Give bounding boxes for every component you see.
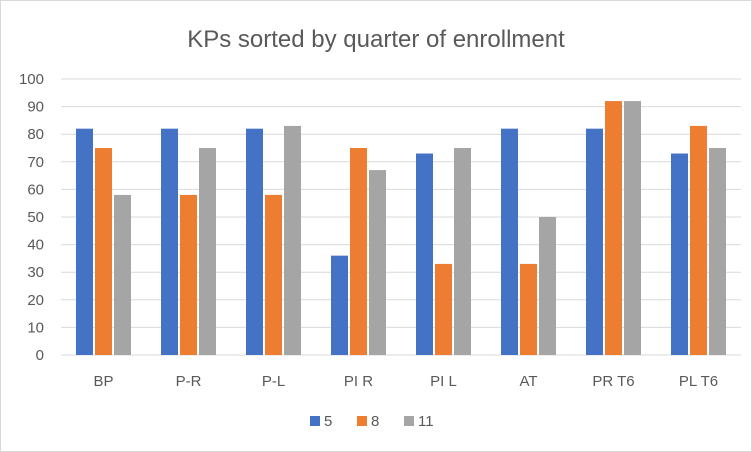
bar-pi-l-series-11 <box>454 148 471 355</box>
bar-bp-series-5 <box>76 128 93 355</box>
bar-pi-r-series-5 <box>331 255 348 355</box>
bars <box>76 101 726 355</box>
bar-p-r-series-8 <box>180 194 197 355</box>
bar-pi-r-series-8 <box>350 148 367 355</box>
x-category-label: PL T6 <box>679 373 718 390</box>
y-tick-label: 0 <box>36 347 44 364</box>
legend-swatch-5 <box>310 416 320 426</box>
bar-pi-r-series-11 <box>369 170 386 355</box>
legend: 5 8 11 <box>310 413 434 430</box>
x-category-label: BP <box>93 373 113 390</box>
bar-pr-t6-series-8 <box>605 101 622 355</box>
bar-p-l-series-5 <box>246 128 263 355</box>
bar-p-l-series-8 <box>265 194 282 355</box>
y-axis-ticks: 0 10 20 30 40 50 60 70 80 90 100 <box>19 71 44 364</box>
legend-label-11: 11 <box>418 413 434 430</box>
y-tick-label: 80 <box>27 126 44 143</box>
bar-at-series-11 <box>539 217 556 355</box>
x-category-label: P-L <box>262 373 285 390</box>
y-tick-label: 50 <box>27 209 44 226</box>
y-tick-label: 60 <box>27 181 44 198</box>
bar-bp-series-8 <box>95 148 112 355</box>
y-tick-label: 40 <box>27 237 44 254</box>
legend-swatch-8 <box>357 416 367 426</box>
bar-pr-t6-series-5 <box>586 128 603 355</box>
bar-at-series-5 <box>501 128 518 355</box>
x-category-label: AT <box>519 373 537 390</box>
bar-bp-series-11 <box>114 194 131 355</box>
bar-pl-t6-series-5 <box>671 153 688 355</box>
y-tick-label: 10 <box>27 319 44 336</box>
x-category-label: PR T6 <box>592 373 634 390</box>
y-tick-label: 70 <box>27 154 44 171</box>
y-tick-label: 20 <box>27 292 44 309</box>
legend-label-8: 8 <box>371 413 379 430</box>
x-category-label: PI R <box>344 373 373 390</box>
chart-title: KPs sorted by quarter of enrollment <box>187 26 565 53</box>
bar-p-r-series-11 <box>199 148 216 355</box>
legend-swatch-11 <box>404 416 414 426</box>
x-category-label: P-R <box>176 373 202 390</box>
x-axis-categories: BP P-R P-L PI R PI L AT PR T6 PL T6 <box>93 373 718 390</box>
bar-pi-l-series-8 <box>435 263 452 355</box>
bar-pi-l-series-5 <box>416 153 433 355</box>
bar-pr-t6-series-11 <box>624 101 641 355</box>
y-tick-label: 90 <box>27 99 44 116</box>
bar-pl-t6-series-8 <box>690 125 707 355</box>
bar-p-l-series-11 <box>284 125 301 355</box>
legend-label-5: 5 <box>324 413 332 430</box>
bar-p-r-series-5 <box>161 128 178 355</box>
bar-at-series-8 <box>520 263 537 355</box>
y-tick-label: 100 <box>19 71 44 88</box>
y-tick-label: 30 <box>27 264 44 281</box>
bar-pl-t6-series-11 <box>709 148 726 355</box>
x-category-label: PI L <box>430 373 457 390</box>
